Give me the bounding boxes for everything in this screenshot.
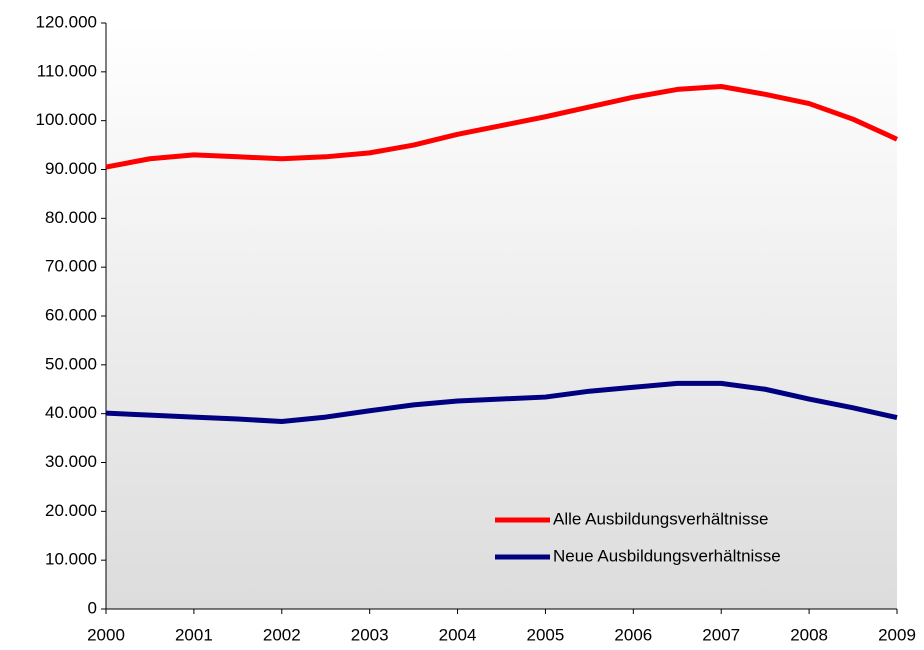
y-tick-label: 90.000 bbox=[45, 159, 97, 178]
data-line bbox=[105, 380, 898, 424]
legend-label: Neue Ausbildungsverhältnisse bbox=[553, 546, 781, 565]
y-tick-label: 20.000 bbox=[45, 501, 97, 520]
y-tick-label: 0 bbox=[88, 598, 97, 617]
data-line bbox=[105, 83, 899, 170]
x-tick-label: 2004 bbox=[439, 625, 477, 644]
legend-label: Alle Ausbildungsverhältnisse bbox=[553, 509, 768, 528]
y-tick-label: 70.000 bbox=[45, 257, 97, 276]
y-tick-label: 40.000 bbox=[45, 403, 97, 422]
plot-area bbox=[106, 23, 897, 609]
y-tick-label: 10.000 bbox=[45, 550, 97, 569]
y-tick-label: 100.000 bbox=[36, 110, 97, 129]
y-tick-label: 80.000 bbox=[45, 208, 97, 227]
x-tick-label: 2008 bbox=[790, 625, 828, 644]
x-tick-label: 2005 bbox=[527, 625, 565, 644]
y-tick-label: 60.000 bbox=[45, 305, 97, 324]
x-tick-label: 2006 bbox=[614, 625, 652, 644]
y-tick-label: 30.000 bbox=[45, 452, 97, 471]
y-tick-label: 120.000 bbox=[36, 12, 97, 31]
x-tick-label: 2007 bbox=[702, 625, 740, 644]
x-tick-label: 2002 bbox=[263, 625, 301, 644]
x-tick-label: 2000 bbox=[87, 625, 125, 644]
x-tick-label: 2001 bbox=[175, 625, 213, 644]
y-tick-label: 110.000 bbox=[37, 61, 97, 80]
x-tick-label: 2009 bbox=[878, 625, 916, 644]
x-tick-label: 2003 bbox=[351, 625, 389, 644]
y-tick-label: 50.000 bbox=[45, 354, 97, 373]
